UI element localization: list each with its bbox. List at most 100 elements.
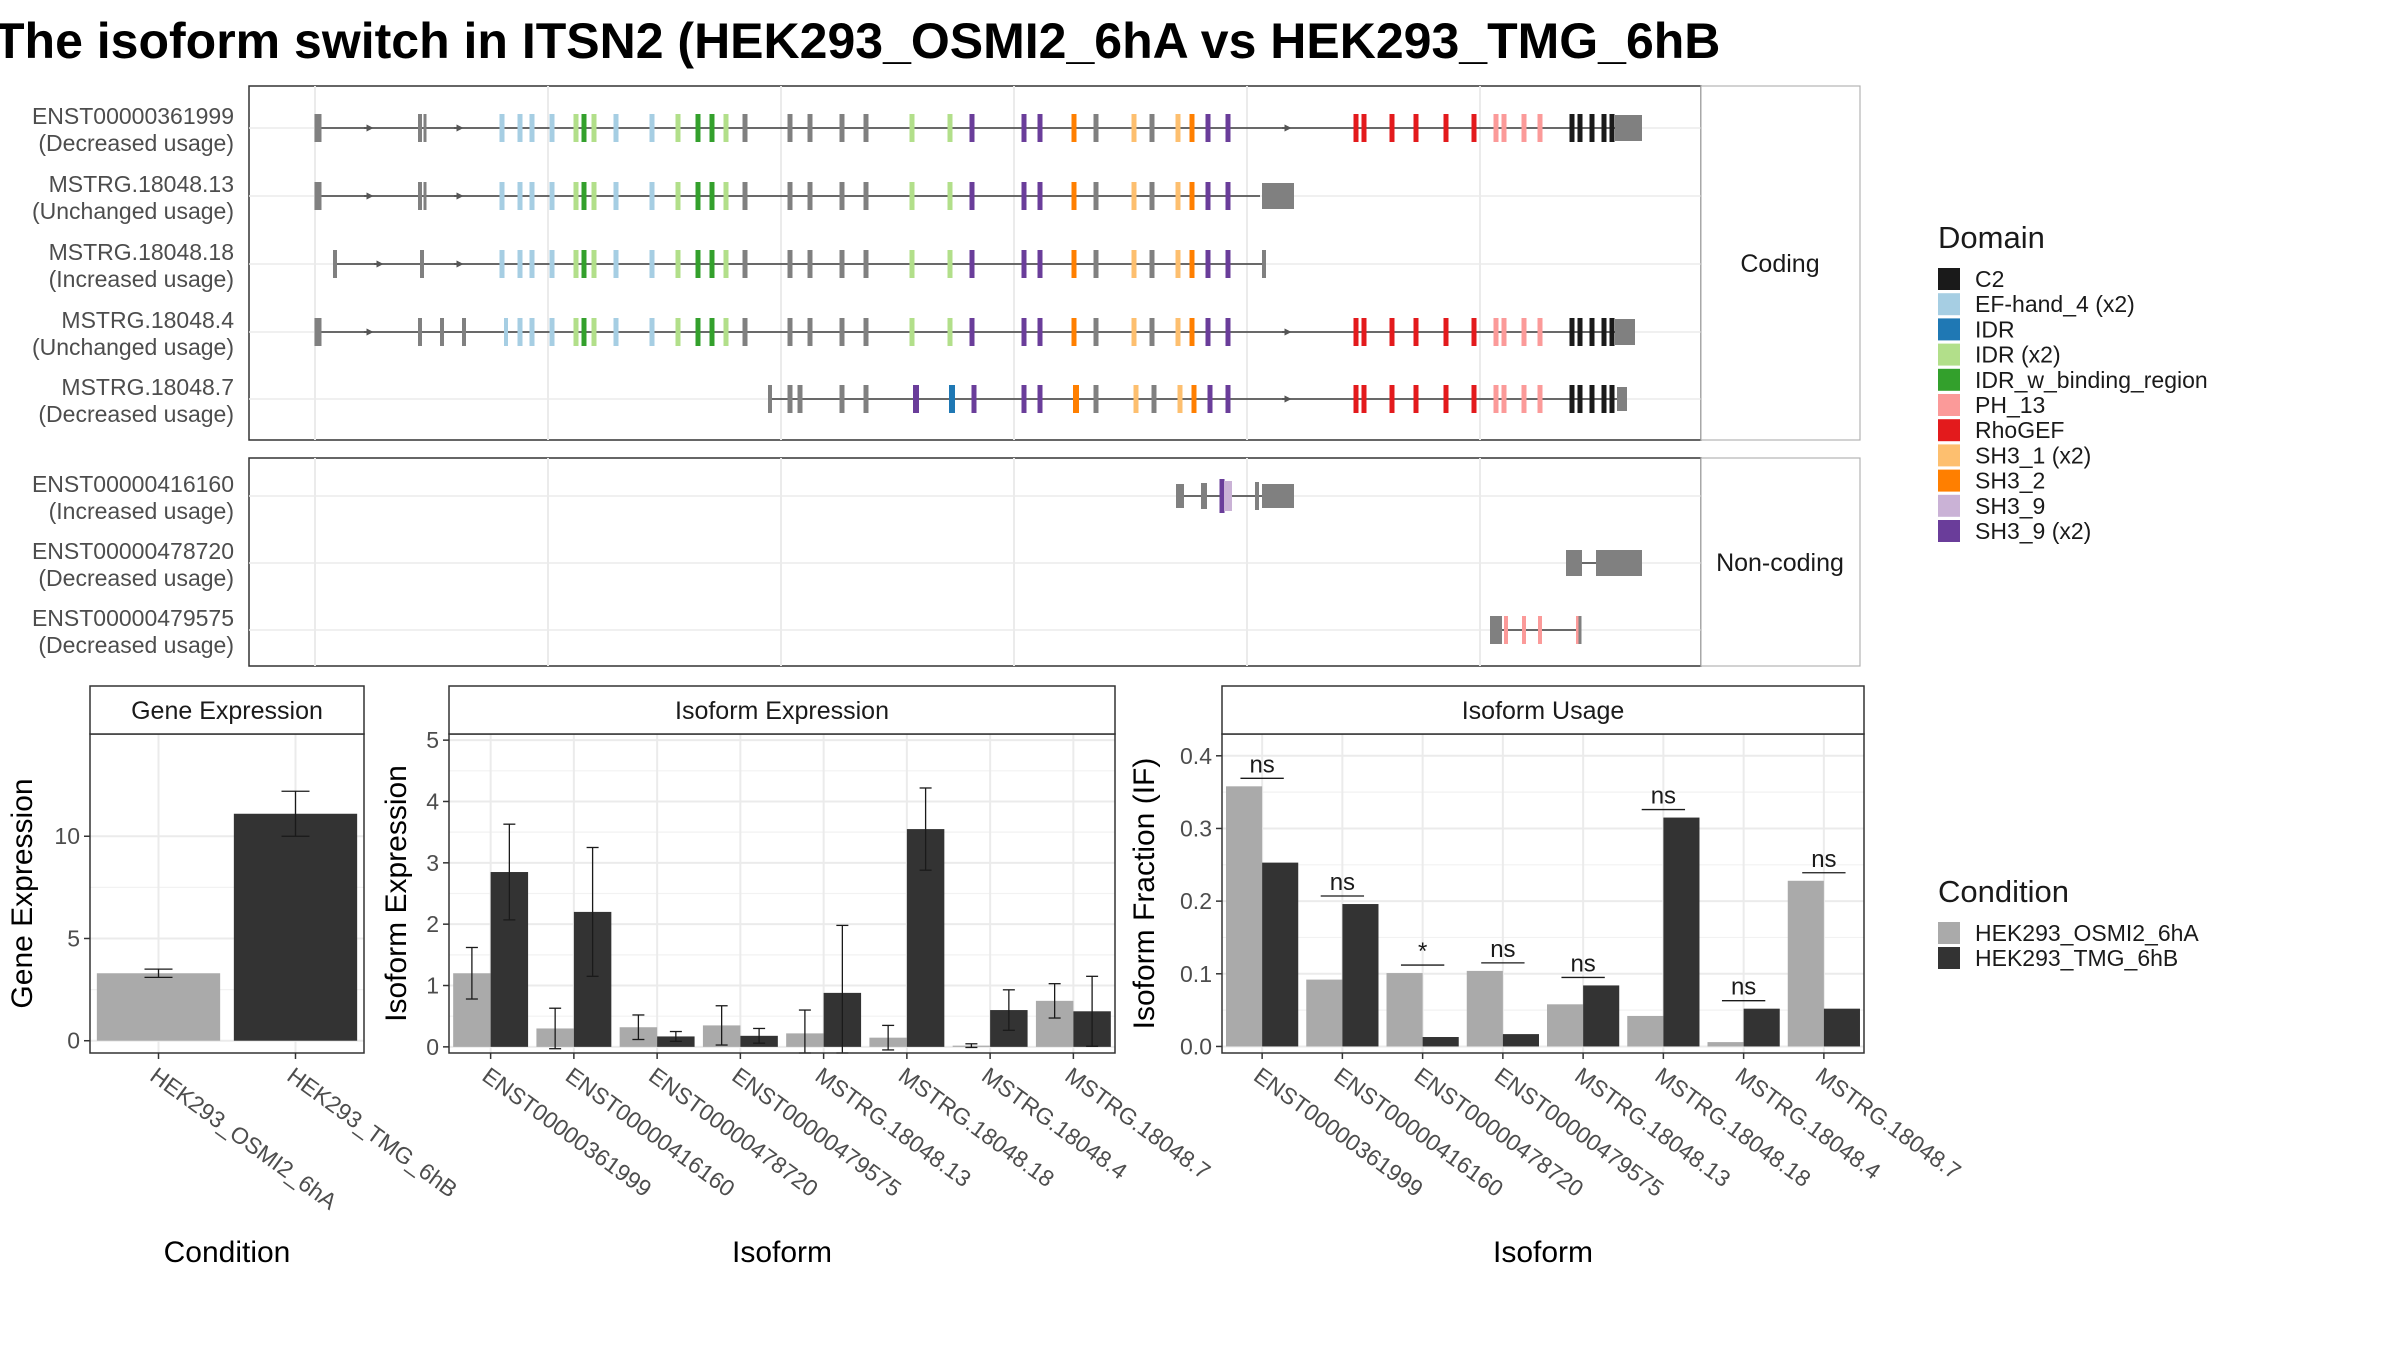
bar (1502, 1034, 1539, 1047)
exon (573, 114, 579, 142)
transcript-id-label: MSTRG.18048.13 (49, 171, 234, 197)
exon (1131, 182, 1137, 210)
exon (1569, 114, 1575, 142)
exon (1361, 385, 1367, 413)
condition-legend-title: Condition (1938, 874, 2069, 909)
exon (807, 182, 813, 210)
exon (709, 250, 715, 278)
exon (947, 114, 953, 142)
exon (1149, 250, 1155, 278)
exon (1353, 318, 1359, 346)
exon (529, 318, 535, 346)
exon (420, 250, 424, 278)
exon (549, 250, 555, 278)
utr-block (1596, 550, 1642, 576)
exon (1205, 114, 1211, 142)
exon (1577, 318, 1583, 346)
exon (1205, 182, 1211, 210)
bar (1422, 1037, 1459, 1047)
exon (1471, 318, 1477, 346)
exon (909, 250, 915, 278)
legend-label: IDR (1975, 316, 2015, 342)
exon (1131, 250, 1137, 278)
figure-title: The isoform switch in ITSN2 (HEK293_OSMI… (0, 13, 1720, 69)
transcript-usage-label: (Decreased usage) (38, 130, 234, 156)
y-axis-title: Gene Expression (6, 778, 39, 1008)
bar (1583, 985, 1620, 1047)
exon (1021, 385, 1027, 413)
significance-label: ns (1249, 751, 1274, 778)
exon (695, 318, 701, 346)
transcript-usage-label: (Decreased usage) (38, 401, 234, 427)
exon (1490, 616, 1502, 644)
exon (1175, 250, 1181, 278)
exon (742, 318, 748, 346)
legend-label: EF-hand_4 (x2) (1975, 291, 2135, 317)
exon (1577, 114, 1583, 142)
exon (1021, 182, 1027, 210)
exon (1225, 250, 1231, 278)
exon (723, 250, 729, 278)
exon (1191, 385, 1197, 413)
exon (1501, 318, 1507, 346)
transcript-usage-label: (Unchanged usage) (32, 334, 234, 360)
transcript-id-label: MSTRG.18048.18 (49, 239, 234, 265)
exon (1413, 385, 1419, 413)
legend-swatch (1938, 494, 1960, 517)
exon (1578, 616, 1582, 644)
y-tick-label: 3 (426, 850, 439, 876)
exon (723, 114, 729, 142)
exon (1201, 483, 1207, 509)
exon (1225, 182, 1231, 210)
noncoding-strip-label: Non-coding (1716, 549, 1844, 577)
exon (1577, 385, 1583, 413)
legend-swatch (1938, 394, 1960, 416)
exon (1021, 114, 1027, 142)
y-axis-title: Isoform Expression (380, 765, 413, 1022)
legend-swatch (1938, 293, 1960, 316)
exon (709, 114, 715, 142)
exon (1609, 318, 1615, 346)
facet-strip (448, 685, 1116, 735)
exon (695, 182, 701, 210)
noncoding-strip (1700, 457, 1861, 667)
exon (1133, 385, 1139, 413)
coding-strip-label: Coding (1740, 250, 1819, 278)
exon (969, 114, 975, 142)
exon (1175, 182, 1181, 210)
exon (787, 250, 793, 278)
exon (1225, 114, 1231, 142)
exon (591, 318, 597, 346)
exon (1589, 385, 1595, 413)
exon (1189, 114, 1195, 142)
exon (742, 182, 748, 210)
exon (1071, 182, 1077, 210)
exon (909, 182, 915, 210)
exon (517, 114, 523, 142)
exon (1224, 481, 1232, 511)
y-tick-label: 1 (426, 973, 439, 999)
exon (807, 114, 813, 142)
exon (675, 318, 681, 346)
exon (1149, 318, 1155, 346)
exon (1504, 616, 1508, 644)
exon (1361, 114, 1367, 142)
significance-label: ns (1811, 846, 1836, 873)
exon (1149, 182, 1155, 210)
exon (807, 318, 813, 346)
exon (573, 318, 579, 346)
exon (649, 250, 655, 278)
exon (1443, 318, 1449, 346)
exon (1389, 385, 1395, 413)
exon (440, 318, 444, 346)
exon (1205, 250, 1211, 278)
y-tick-label: 2 (426, 911, 439, 937)
bar (96, 973, 221, 1041)
exon (1389, 114, 1395, 142)
y-axis-title: Isoform Fraction (IF) (1128, 758, 1161, 1030)
exon (1207, 385, 1213, 413)
y-tick-label: 0 (67, 1028, 80, 1054)
